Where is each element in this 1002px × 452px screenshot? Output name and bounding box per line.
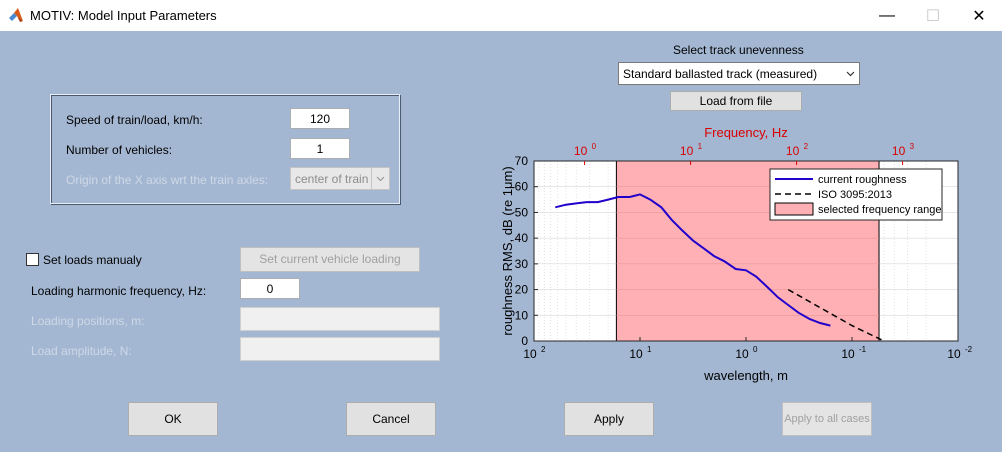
- window-title: MOTIV: Model Input Parameters: [30, 8, 217, 23]
- loading-positions-input[interactable]: [240, 307, 440, 331]
- legend-label-roughness: current roughness: [818, 174, 907, 186]
- y-tick-label: 0: [521, 334, 528, 348]
- x-tick-exponent: -2: [965, 345, 973, 354]
- load-from-file-button[interactable]: Load from file: [670, 91, 802, 111]
- y-tick-label: 50: [515, 205, 529, 219]
- y-tick-label: 60: [515, 180, 529, 194]
- ok-button[interactable]: OK: [128, 402, 218, 436]
- x-tick-exponent: 1: [647, 345, 652, 354]
- current-roughness-line: [555, 193, 831, 327]
- cancel-button[interactable]: Cancel: [346, 402, 436, 436]
- speed-input[interactable]: 120: [290, 108, 350, 129]
- top-tick-label: 10: [574, 144, 588, 158]
- x-tick-label: 10: [841, 347, 855, 361]
- y-tick-label: 20: [515, 283, 529, 297]
- legend-swatch-range: [774, 202, 814, 216]
- x-tick-exponent: -1: [859, 345, 867, 354]
- load-amplitude-label: Load amplitude, N:: [31, 344, 132, 358]
- apply-all-cases-button[interactable]: Apply to all cases: [782, 402, 872, 436]
- minimize-button[interactable]: —: [864, 0, 910, 31]
- set-vehicle-loading-button[interactable]: Set current vehicle loading: [240, 247, 420, 272]
- top-tick-exponent: 0: [592, 142, 597, 151]
- origin-select[interactable]: center of train: [290, 167, 390, 190]
- chevron-down-icon: [842, 63, 859, 84]
- iso-3095-line: [787, 288, 885, 342]
- track-unevenness-select[interactable]: Standard ballasted track (measured): [618, 62, 860, 85]
- apply-button[interactable]: Apply: [564, 402, 654, 436]
- x-axis-label: wavelength, m: [703, 368, 788, 383]
- train-parameters-panel: [50, 94, 400, 204]
- x-tick-exponent: 2: [541, 345, 546, 354]
- set-loads-label: Set loads manualy: [43, 253, 142, 267]
- title-bar: MOTIV: Model Input Parameters — ☐ ✕: [0, 0, 1002, 31]
- x-tick-label: 10: [523, 347, 537, 361]
- minimize-icon: —: [879, 6, 895, 24]
- harmonic-frequency-input[interactable]: 0: [240, 278, 300, 299]
- load-amplitude-input[interactable]: [240, 337, 440, 361]
- close-button[interactable]: ✕: [956, 0, 1002, 31]
- y-tick-label: 40: [515, 231, 529, 245]
- harmonic-frequency-label: Loading harmonic frequency, Hz:: [31, 284, 207, 298]
- set-loads-checkbox[interactable]: [26, 253, 39, 266]
- matlab-app-icon: [9, 8, 23, 22]
- legend-label-iso: ISO 3095:2013: [818, 189, 892, 201]
- top-tick-exponent: 1: [698, 142, 703, 151]
- x-tick-label: 10: [735, 347, 749, 361]
- top-tick-exponent: 3: [910, 142, 915, 151]
- x-tick-label: 10: [629, 347, 643, 361]
- loading-positions-label: Loading positions, m:: [31, 314, 145, 328]
- vehicles-input[interactable]: 1: [290, 138, 350, 159]
- chevron-down-icon: [371, 168, 389, 189]
- maximize-button[interactable]: ☐: [910, 0, 956, 31]
- origin-label: Origin of the X axis wrt the train axles…: [66, 173, 269, 187]
- top-tick-label: 10: [680, 144, 694, 158]
- vehicles-label: Number of vehicles:: [66, 143, 173, 157]
- speed-label: Speed of train/load, km/h:: [66, 113, 203, 127]
- track-select-label: Select track unevenness: [673, 43, 804, 57]
- y-tick-label: 70: [515, 154, 529, 168]
- origin-select-value: center of train: [295, 172, 369, 186]
- top-tick-exponent: 2: [804, 142, 809, 151]
- y-tick-label: 10: [515, 308, 529, 322]
- close-icon: ✕: [972, 7, 986, 25]
- top-tick-label: 10: [786, 144, 800, 158]
- x-tick-label: 10: [947, 347, 961, 361]
- legend-label-range: selected frequency range: [818, 204, 942, 216]
- legend: current roughness ISO 3095:2013 selected…: [769, 168, 943, 221]
- x-tick-exponent: 0: [753, 345, 758, 354]
- track-select-value: Standard ballasted track (measured): [623, 67, 818, 81]
- top-axis-label: Frequency, Hz: [704, 125, 788, 140]
- y-tick-label: 30: [515, 257, 529, 271]
- top-tick-label: 10: [892, 144, 906, 158]
- y-axis-label: roughness RMS, dB (re 1μm): [500, 166, 515, 335]
- maximize-icon: ☐: [925, 7, 941, 25]
